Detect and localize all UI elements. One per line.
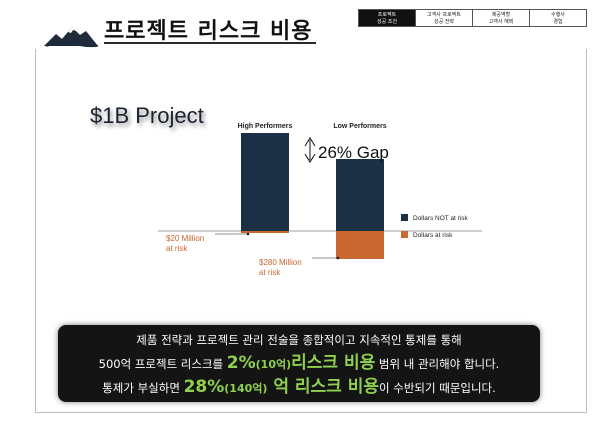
tab-line-2: 성공 전략 bbox=[434, 19, 454, 25]
legend-swatch bbox=[401, 231, 408, 238]
high-risk-annotation: $20 Million bbox=[166, 234, 204, 243]
tab-line-1: 수행사 bbox=[551, 12, 565, 18]
callout-line-1: 제품 전략과 프로젝트 관리 전술을 종합적이고 지속적인 통제를 통해 bbox=[136, 333, 462, 347]
callout-text: 500억 프로젝트 리스크를 bbox=[98, 357, 227, 371]
tab-client-strategy[interactable]: 고객사 프로젝트 성공 전략 bbox=[415, 9, 473, 27]
tab-experience[interactable]: 수행사 경험 bbox=[529, 9, 587, 27]
annotation-dot bbox=[246, 232, 250, 236]
bar-at-risk bbox=[241, 231, 289, 233]
slide-frame bbox=[35, 49, 587, 413]
tab-line-2: 성공 조건 bbox=[377, 19, 397, 25]
bar-at-risk bbox=[336, 231, 384, 259]
high-risk-annotation: at risk bbox=[166, 244, 188, 253]
legend-label: Dollars at risk bbox=[413, 232, 453, 239]
callout-text: 이 수반되기 때문입니다. bbox=[379, 381, 496, 395]
title-underline bbox=[104, 42, 316, 44]
gap-annotation: 26% Gap bbox=[318, 143, 389, 162]
project-size-label: $1B Project bbox=[90, 103, 204, 128]
callout-highlight-percent: 2% bbox=[226, 353, 256, 373]
mountain-logo-icon bbox=[44, 27, 99, 48]
page-title: 프로젝트 리스크 비용 bbox=[104, 19, 313, 44]
tab-line-2: 경험 bbox=[553, 19, 563, 25]
category-label: High Performers bbox=[238, 123, 293, 130]
tab-line-1: 프로젝트 bbox=[377, 12, 397, 18]
callout-highlight-amount: (10억) bbox=[255, 358, 292, 371]
annotation-dot bbox=[336, 256, 340, 260]
callout-highlight-amount: (140억) bbox=[224, 382, 268, 395]
callout-text: 통제가 부실하면 bbox=[102, 381, 184, 395]
summary-callout: 제품 전략과 프로젝트 관리 전술을 종합적이고 지속적인 통제를 통해 500… bbox=[58, 325, 540, 402]
callout-text: 범위 내 관리해야 합니다. bbox=[375, 357, 500, 371]
legend-label: Dollars NOT at risk bbox=[413, 215, 469, 222]
callout-highlight-text: 억 리스크 비용 bbox=[267, 377, 380, 397]
gap-arrow-head-up bbox=[304, 137, 316, 147]
tab-line-1: 제공역할 bbox=[491, 12, 511, 18]
tab-project-success[interactable]: 프로젝트 성공 조건 bbox=[358, 9, 416, 27]
bar-not-at-risk bbox=[336, 159, 384, 231]
callout-highlight-percent: 28% bbox=[183, 377, 225, 397]
tab-line-2: 고객사 혜택 bbox=[488, 19, 514, 25]
callout-line-3: 통제가 부실하면 28%(140억) 억 리스크 비용이 수반되기 때문입니다. bbox=[58, 376, 540, 400]
category-label: Low Performers bbox=[333, 123, 386, 130]
callout-line-2: 500억 프로젝트 리스크를 2%(10억)리스크 비용 범위 내 관리해야 합… bbox=[58, 352, 540, 376]
low-risk-annotation: $280 Million bbox=[259, 258, 302, 267]
bar-not-at-risk bbox=[241, 133, 289, 231]
legend-swatch bbox=[401, 214, 408, 221]
gap-arrow-head-down bbox=[304, 153, 316, 163]
tab-line-1: 고객사 프로젝트 bbox=[427, 12, 461, 18]
callout-highlight-text: 리스크 비용 bbox=[291, 353, 376, 373]
section-nav: 프로젝트 성공 조건 고객사 프로젝트 성공 전략 제공역할 고객사 혜택 수행… bbox=[358, 9, 587, 27]
low-risk-annotation: at risk bbox=[259, 268, 281, 277]
